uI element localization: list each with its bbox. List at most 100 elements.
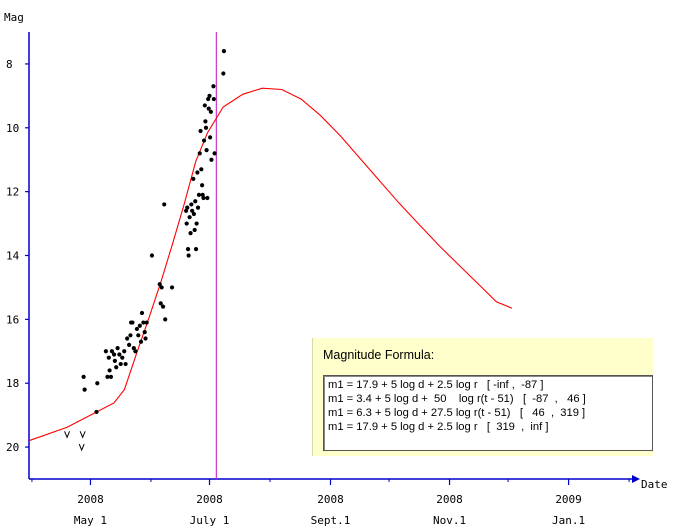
data-point [193, 247, 199, 252]
data-point [141, 320, 146, 325]
data-point [158, 301, 163, 306]
y-axis-label: Mag [4, 11, 24, 24]
data-point [122, 349, 127, 354]
data-point [206, 106, 211, 111]
data-point [94, 409, 99, 415]
data-point [203, 125, 209, 130]
data-point [195, 170, 200, 175]
formula-title: Magnitude Formula: [323, 348, 435, 362]
data-point [197, 151, 202, 156]
data-point [193, 199, 198, 204]
x-tick-month: Sept.1 [311, 514, 351, 527]
data-point [199, 167, 204, 172]
x-axis-arrow [632, 475, 640, 483]
data-point [159, 285, 164, 290]
x-tick-year: 2008 [317, 493, 344, 506]
data-point [118, 361, 123, 367]
data-point [191, 176, 196, 181]
data-point [191, 211, 196, 217]
data-point [207, 135, 213, 140]
data-point [114, 365, 119, 370]
x-axis-label: Date [641, 478, 668, 491]
x-tick-month: Nov.1 [433, 514, 466, 527]
data-point [185, 205, 190, 210]
data-point [125, 336, 130, 341]
data-point [208, 109, 213, 114]
data-point [185, 247, 191, 252]
data-point [137, 323, 142, 328]
x-tick-month: July 1 [190, 514, 230, 527]
data-point [204, 148, 209, 153]
x-tick-year: 2008 [77, 493, 104, 506]
data-point [157, 282, 162, 287]
data-point [111, 352, 117, 357]
y-ticks: 8 10 12 14 16 18 20 [6, 58, 29, 454]
data-point [133, 349, 138, 354]
x-tick-year: 2008 [196, 493, 223, 506]
data-point [201, 195, 206, 201]
data-point [115, 345, 120, 351]
data-point [107, 368, 112, 373]
data-point [211, 84, 216, 89]
data-point [81, 374, 86, 379]
data-point [162, 202, 167, 207]
data-point [184, 221, 189, 226]
data-point [212, 151, 217, 156]
data-point [120, 355, 125, 360]
data-point [221, 49, 227, 54]
nondetection-mark [79, 431, 86, 439]
data-point [198, 128, 203, 134]
data-point [82, 387, 87, 392]
data-point [106, 355, 111, 360]
data-point [130, 320, 135, 325]
data-point [187, 215, 192, 220]
y-tick-label: 14 [6, 250, 20, 263]
data-point [127, 342, 132, 347]
y-tick-label: 10 [6, 122, 19, 135]
data-point [163, 317, 168, 322]
y-tick-label: 8 [6, 58, 13, 71]
formula-line: m1 = 3.4 + 5 log d + 50 log r(t - 51) [ … [328, 393, 586, 405]
data-point [143, 336, 148, 341]
data-point [188, 231, 193, 236]
nondetection-mark [78, 443, 85, 452]
model-curve [28, 87, 513, 442]
data-point [209, 157, 214, 162]
y-tick-label: 20 [6, 441, 19, 454]
y-tick-label: 12 [6, 186, 19, 199]
x-tick-month: May 1 [74, 514, 107, 527]
data-point [189, 202, 194, 207]
data-point [196, 192, 202, 197]
data-point [207, 93, 212, 98]
data-point [199, 183, 205, 188]
data-point [142, 330, 147, 335]
data-point [202, 103, 207, 108]
data-point [105, 374, 110, 379]
data-point [108, 374, 114, 379]
formula-line: m1 = 6.3 + 5 log d + 27.5 log r(t - 51) … [328, 407, 586, 419]
data-point [221, 71, 226, 76]
data-point [194, 221, 199, 226]
data-point [95, 381, 100, 386]
data-point [136, 333, 141, 338]
data-point [192, 227, 197, 233]
data-point [200, 192, 205, 197]
data-point [206, 96, 211, 102]
data-point [201, 138, 207, 143]
data-point [109, 349, 115, 354]
data-point [169, 285, 175, 290]
formula-list: m1 = 17.9 + 5 log d + 2.5 log r [ -inf ,… [323, 375, 653, 451]
data-point [195, 205, 201, 210]
data-point [131, 345, 136, 351]
data-point [123, 361, 128, 367]
data-point [186, 253, 191, 258]
nondetection-mark [64, 431, 71, 439]
observations [81, 49, 227, 415]
data-point [112, 358, 117, 363]
data-point [149, 253, 155, 258]
magnitude-formula-box: Magnitude Formula: m1 = 17.9 + 5 log d +… [312, 338, 653, 456]
data-point [103, 349, 108, 354]
data-point [117, 352, 122, 357]
data-point [205, 195, 210, 201]
data-point [134, 326, 140, 332]
